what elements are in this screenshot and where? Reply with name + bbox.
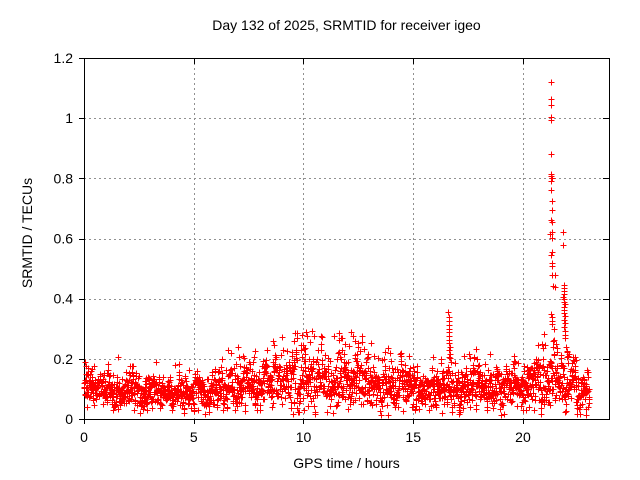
y-tick-label: 1 [65,110,73,126]
x-tick-label: 10 [296,429,312,445]
chart-title: Day 132 of 2025, SRMTID for receiver ige… [212,17,481,33]
x-tick-label: 20 [515,429,531,445]
x-tick-label: 5 [190,429,198,445]
grid-lines [84,58,609,419]
plot-border [84,58,610,420]
x-axis-title: GPS time / hours [293,455,400,471]
y-tick-label: 0 [65,411,73,427]
y-tick-label: 0.6 [54,231,74,247]
x-tick-label: 0 [80,429,88,445]
axis-ticks [79,58,609,424]
y-tick-label: 1.2 [54,50,74,66]
data-points [81,79,593,419]
y-tick-label: 0.8 [54,170,74,186]
x-tick-label: 15 [405,429,421,445]
y-tick-label: 0.4 [54,291,74,307]
y-tick-label: 0.2 [54,351,74,367]
